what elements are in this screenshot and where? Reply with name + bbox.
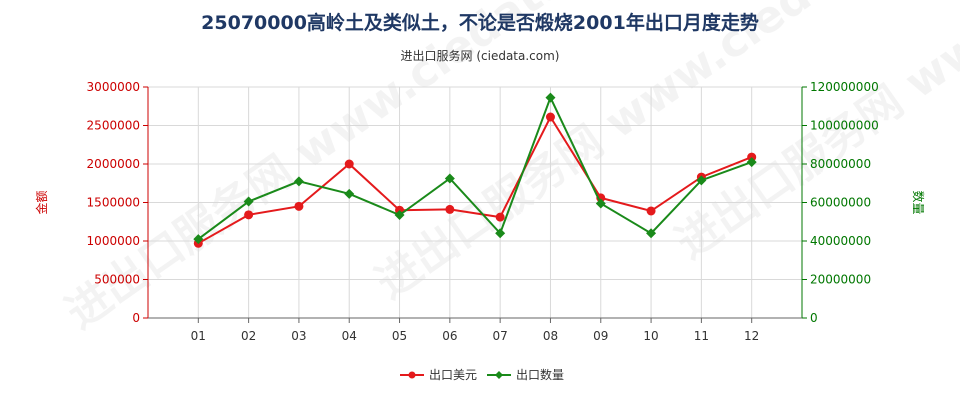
chart-subtitle: 进出口服务网 (ciedata.com) bbox=[401, 48, 560, 63]
series-1-point bbox=[244, 210, 254, 220]
series-line-1 bbox=[197, 114, 753, 245]
axes-layer: 0 500000 1000000 1500000 2000000 2500000 30000… bbox=[87, 80, 879, 343]
right-axis-tick-label: 60000000 bbox=[810, 196, 871, 210]
x-axis-tick-label: 08 bbox=[543, 329, 558, 343]
series-2-point bbox=[394, 210, 405, 221]
x-axis-tick-label: 05 bbox=[392, 329, 407, 343]
x-axis-tick-label: 09 bbox=[593, 329, 608, 343]
x-axis-tick-label: 01 bbox=[191, 329, 206, 343]
legend-marker-1 bbox=[408, 371, 416, 379]
series-2-point bbox=[545, 92, 556, 103]
series-1-point bbox=[646, 206, 656, 216]
right-axis-tick-label: 40000000 bbox=[810, 234, 871, 248]
series-2-point bbox=[293, 176, 304, 187]
left-axis-tick-label: 0 bbox=[132, 311, 140, 325]
series-2-point bbox=[646, 228, 657, 239]
x-axis-tick-label: 10 bbox=[643, 329, 658, 343]
series-2-point bbox=[344, 188, 355, 199]
left-axis-tick-label: 1000000 bbox=[87, 234, 140, 248]
right-axis-tick-label: 0 bbox=[810, 311, 818, 325]
legend: 出口美元 出口数量 bbox=[400, 367, 564, 382]
series-1-point bbox=[294, 201, 304, 211]
series-2-point bbox=[243, 196, 254, 207]
left-axis-tick-label: 2500000 bbox=[87, 119, 140, 133]
x-axis-tick-label: 11 bbox=[694, 329, 709, 343]
series-2-point bbox=[495, 228, 506, 239]
x-axis-tick-label: 04 bbox=[342, 329, 357, 343]
x-axis-tick-label: 12 bbox=[744, 329, 759, 343]
series-layer bbox=[193, 92, 757, 248]
left-axis-tick-label: 500000 bbox=[94, 273, 140, 287]
legend-marker-2 bbox=[495, 371, 503, 379]
series-1-point bbox=[545, 112, 555, 122]
right-axis-tick-label: 20000000 bbox=[810, 273, 871, 287]
series-2-point bbox=[193, 234, 204, 245]
series-2-point bbox=[696, 175, 707, 186]
legend-label-2: 出口数量 bbox=[516, 367, 564, 382]
series-2-point bbox=[595, 198, 606, 209]
right-axis-tick-label: 120000000 bbox=[810, 80, 879, 94]
left-axis-tick-label: 3000000 bbox=[87, 80, 140, 94]
right-axis-tick-label: 80000000 bbox=[810, 157, 871, 171]
x-axis-tick-label: 02 bbox=[241, 329, 256, 343]
legend-label-1: 出口美元 bbox=[429, 368, 477, 382]
right-axis-label: 数量 bbox=[911, 190, 926, 214]
left-axis-tick-label: 1500000 bbox=[87, 196, 140, 210]
grid-layer bbox=[147, 86, 803, 319]
series-line-2 bbox=[197, 95, 753, 240]
series-1-point bbox=[495, 212, 505, 222]
x-axis-tick-label: 03 bbox=[291, 329, 306, 343]
x-axis-tick-label: 06 bbox=[442, 329, 457, 343]
series-1-point bbox=[344, 159, 354, 169]
right-axis-tick-label: 100000000 bbox=[810, 119, 879, 133]
left-axis-label: 金额 bbox=[34, 190, 49, 214]
series-2-point bbox=[444, 173, 455, 184]
series-1-point bbox=[747, 152, 757, 162]
left-axis-tick-label: 2000000 bbox=[87, 157, 140, 171]
x-axis-tick-label: 07 bbox=[493, 329, 508, 343]
chart-title: 25070000高岭土及类似土，不论是否煅烧2001年出口月度走势 bbox=[201, 11, 759, 34]
series-2-point bbox=[746, 157, 757, 168]
series-1-point bbox=[445, 204, 455, 214]
